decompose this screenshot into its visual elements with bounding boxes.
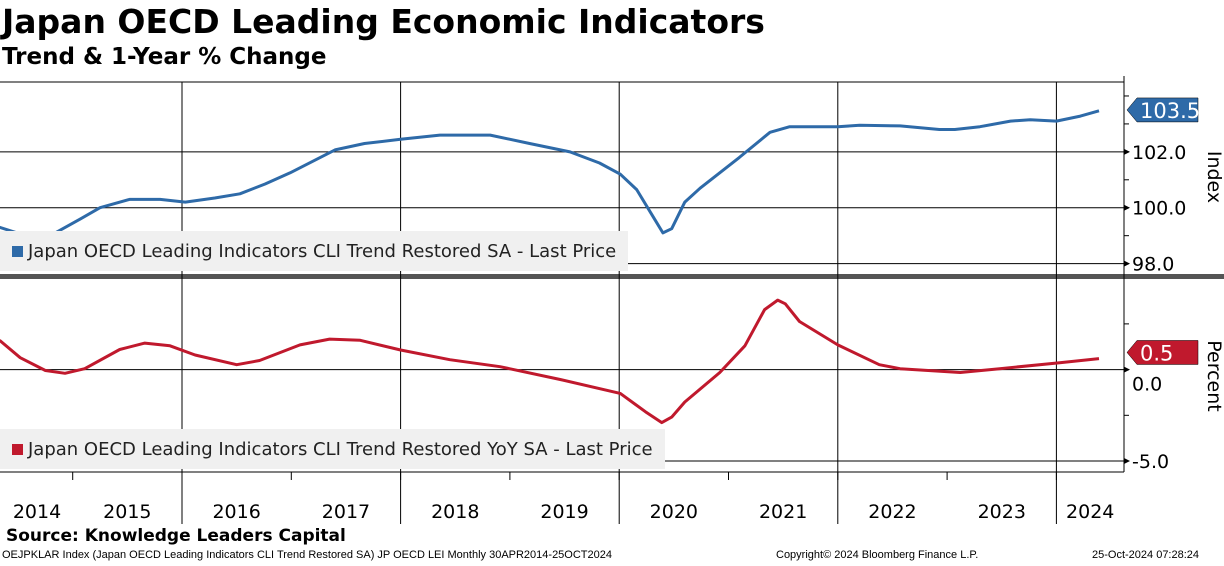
x-tick-label: 2015: [103, 501, 151, 523]
chart-title: Japan OECD Leading Economic Indicators: [2, 2, 765, 41]
footer-copyright: Copyright© 2024 Bloomberg Finance L.P.: [776, 549, 979, 561]
legend-swatch-yoy: [12, 444, 23, 455]
y-axis-title: Percent: [1203, 340, 1224, 412]
source-note: Source: Knowledge Leaders Capital: [6, 526, 346, 546]
chart-subtitle: Trend & 1-Year % Change: [2, 44, 327, 70]
x-tick-label: 2024: [1066, 501, 1114, 523]
x-tick-label: 2022: [868, 501, 916, 523]
x-tick-label: 2016: [212, 501, 260, 523]
x-tick-label: 2020: [650, 501, 698, 523]
y-tick-label: 98.0: [1132, 254, 1174, 276]
legend-swatch-index: [12, 246, 23, 257]
legend-yoy: Japan OECD Leading Indicators CLI Trend …: [0, 429, 665, 469]
last-value-badge: [1126, 340, 1199, 365]
footer-ticker: OEJPKLAR Index (Japan OECD Leading Indic…: [2, 549, 612, 561]
legend-label-index: Japan OECD Leading Indicators CLI Trend …: [28, 241, 617, 262]
x-tick-label: 2023: [978, 501, 1026, 523]
x-tick-label: 2021: [759, 501, 807, 523]
x-tick-label: 2017: [322, 501, 370, 523]
x-tick-label: 2018: [431, 501, 479, 523]
legend-index: Japan OECD Leading Indicators CLI Trend …: [0, 231, 629, 271]
y-tick-label: -5.0: [1132, 451, 1169, 473]
x-tick-label: 2019: [540, 501, 588, 523]
y-axis-title: Index: [1203, 151, 1224, 203]
last-value-badge: [1126, 97, 1199, 123]
last-value-label: 0.5: [1140, 341, 1173, 365]
panel-divider: [0, 274, 1224, 279]
footer-timestamp: 25-Oct-2024 07:28:24: [1092, 549, 1200, 561]
yoy-line: [0, 298, 1100, 425]
index-line: [0, 109, 1100, 239]
y-tick-label: 0.0: [1132, 374, 1162, 396]
last-value-label: 103.5: [1140, 99, 1200, 123]
y-tick-label: 100.0: [1132, 198, 1186, 220]
legend-label-yoy: Japan OECD Leading Indicators CLI Trend …: [28, 439, 653, 460]
x-tick-label: 2014: [13, 501, 61, 523]
y-tick-label: 102.0: [1132, 142, 1186, 164]
